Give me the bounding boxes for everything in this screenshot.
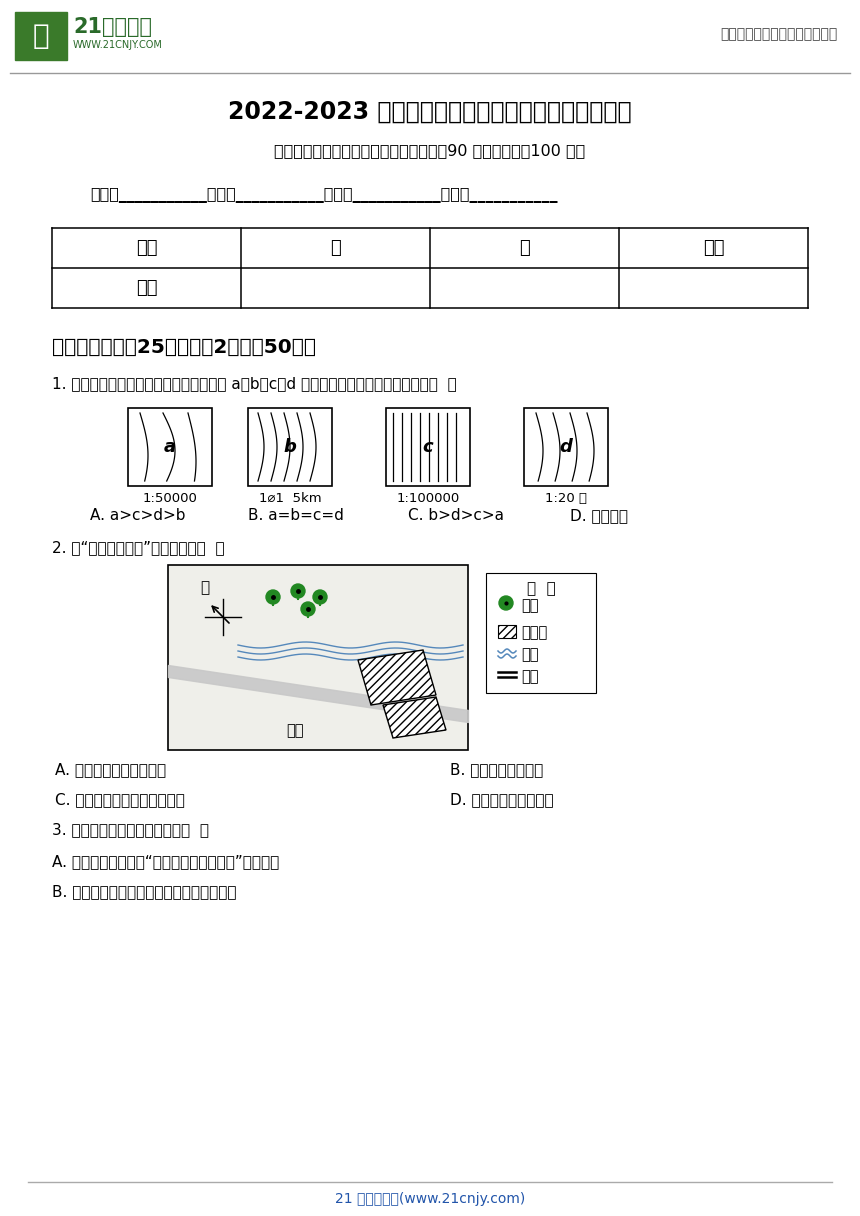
Text: 2022-2023 学年浙江省人文地理上册期中综合测试卷: 2022-2023 学年浙江省人文地理上册期中综合测试卷: [228, 100, 632, 124]
Text: 1:50000: 1:50000: [143, 492, 198, 505]
Text: 北: 北: [200, 580, 210, 595]
Text: 1:100000: 1:100000: [396, 492, 459, 505]
Text: d: d: [560, 438, 573, 456]
Text: 居民区: 居民区: [521, 625, 547, 640]
Text: 2. 读“某小区平面图”，可以看出（  ）: 2. 读“某小区平面图”，可以看出（ ）: [52, 540, 224, 554]
Bar: [248, 409, 332, 486]
Circle shape: [266, 590, 280, 604]
Text: 学校：___________班级：___________考号：___________姓名：___________: 学校：___________班级：___________考号：_________…: [90, 188, 557, 203]
Text: 中小学教育资源及组卷应用平台: 中小学教育资源及组卷应用平台: [721, 27, 838, 41]
Text: D. 无法确定: D. 无法确定: [570, 508, 628, 523]
Circle shape: [499, 596, 513, 610]
Polygon shape: [383, 697, 446, 738]
Text: 道路: 道路: [521, 669, 538, 683]
Circle shape: [301, 602, 315, 617]
Text: 21世纪教育: 21世纪教育: [73, 17, 152, 36]
Text: a: a: [164, 438, 176, 456]
Text: b: b: [284, 438, 297, 456]
Bar: [128, 409, 212, 486]
Circle shape: [291, 584, 305, 598]
Text: （考试范围：第一、二单元；考试时间：90 分钟；满分：100 分）: （考试范围：第一、二单元；考试时间：90 分钟；满分：100 分）: [274, 143, 586, 158]
Text: B. 小河自东向西流淤: B. 小河自东向西流淤: [450, 762, 544, 777]
Text: 得分: 得分: [136, 278, 157, 297]
Text: 3. 地图上判断方向，正确的是（  ）: 3. 地图上判断方向，正确的是（ ）: [52, 822, 209, 837]
Text: 题号: 题号: [136, 240, 157, 257]
Text: B. 有指向标的地图，根据指向标来确定方向: B. 有指向标的地图，根据指向标来确定方向: [52, 884, 237, 899]
Text: 二: 二: [519, 240, 530, 257]
Text: 21 世纪教育网(www.21cnjy.com): 21 世纪教育网(www.21cnjy.com): [335, 1192, 525, 1206]
Text: D. 居民区在小河的西侧: D. 居民区在小河的西侧: [450, 792, 554, 807]
Text: 一: 一: [330, 240, 341, 257]
Text: 人: 人: [33, 22, 49, 50]
Bar: [486, 573, 596, 693]
Text: 1⌀1  5km: 1⌀1 5km: [259, 492, 322, 505]
Text: A. a>c>d>b: A. a>c>d>b: [90, 508, 186, 523]
Bar: [498, 625, 516, 638]
Text: B. a=b=c=d: B. a=b=c=d: [248, 508, 344, 523]
Text: 图  例: 图 例: [526, 581, 556, 596]
Text: A. 所有的地图都可用“上北下南，左西右东”来定方向: A. 所有的地图都可用“上北下南，左西右东”来定方向: [52, 854, 280, 869]
Text: C. 车站位于居民区的正北方向: C. 车站位于居民区的正北方向: [55, 792, 185, 807]
Text: 一、选择题（入25题，每邘2分，入50分）: 一、选择题（入25题，每邘2分，入50分）: [52, 338, 316, 358]
Text: A. 车站在树林的东南方向: A. 车站在树林的东南方向: [55, 762, 166, 777]
Polygon shape: [358, 651, 436, 705]
Text: c: c: [422, 438, 433, 456]
Text: C. b>d>c>a: C. b>d>c>a: [408, 508, 504, 523]
Bar: [386, 409, 470, 486]
Text: 树林: 树林: [521, 598, 538, 613]
Text: WWW.21CNJY.COM: WWW.21CNJY.COM: [73, 40, 163, 50]
Text: 1:20 万: 1:20 万: [545, 492, 587, 505]
Bar: [168, 565, 468, 750]
Bar: [15, 12, 67, 60]
Text: 河流: 河流: [521, 647, 538, 662]
Text: 总分: 总分: [703, 240, 724, 257]
Bar: [524, 409, 608, 486]
Circle shape: [313, 590, 327, 604]
Text: 车站: 车站: [286, 724, 304, 738]
Text: 1. 下图是等高距相同的四幅地形图，有关 a、b、c、d 四处坡度大小的说法，正确的是（  ）: 1. 下图是等高距相同的四幅地形图，有关 a、b、c、d 四处坡度大小的说法，正…: [52, 376, 457, 392]
